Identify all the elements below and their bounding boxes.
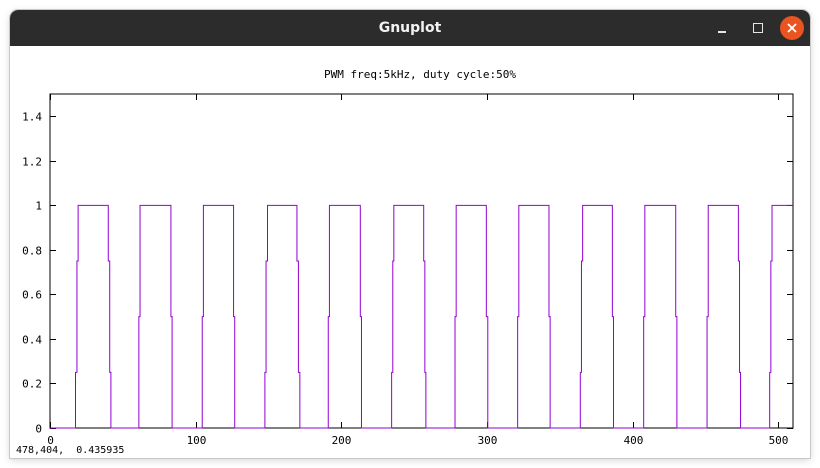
y-tick-label: 1.2 (22, 156, 42, 169)
minimize-button[interactable] (710, 16, 734, 40)
x-tick-label: 400 (624, 434, 644, 444)
y-tick-label: 1.4 (22, 111, 42, 124)
y-tick-label: 0.8 (22, 245, 42, 258)
window-title: Gnuplot (378, 20, 442, 36)
axes: 0 0.2 0.4 0.6 0.8 1 1.2 1.4 0 100 200 300 400 500 (22, 93, 794, 444)
x-tick-label: 500 (769, 434, 789, 444)
x-tick-label: 200 (332, 434, 352, 444)
chart-title: PWM freq:5kHz, duty cycle:50% (324, 68, 516, 81)
x-tick-label: 100 (187, 434, 207, 444)
y-tick-label: 0.2 (22, 378, 42, 391)
plot-border (49, 93, 794, 429)
x-tick-label: 0 (47, 434, 54, 444)
coordinate-readout: 478,404, 0.435935 (16, 445, 125, 456)
x-tick-label: 300 (478, 434, 498, 444)
series-group (50, 204, 793, 429)
y-tick-label: 0.6 (22, 289, 42, 302)
title-bar[interactable]: Gnuplot (10, 10, 810, 46)
maximize-button[interactable] (746, 16, 770, 40)
y-tick-label: 0 (35, 423, 42, 436)
y-tick-label: 0.4 (22, 334, 42, 347)
plot-canvas[interactable]: PWM freq:5kHz, duty cycle:50% 0 0.2 0.4 0.6… (10, 46, 810, 444)
close-button[interactable] (780, 16, 804, 40)
y-tick-label: 1 (35, 200, 42, 213)
close-icon (787, 23, 797, 33)
series-line (50, 204, 793, 429)
